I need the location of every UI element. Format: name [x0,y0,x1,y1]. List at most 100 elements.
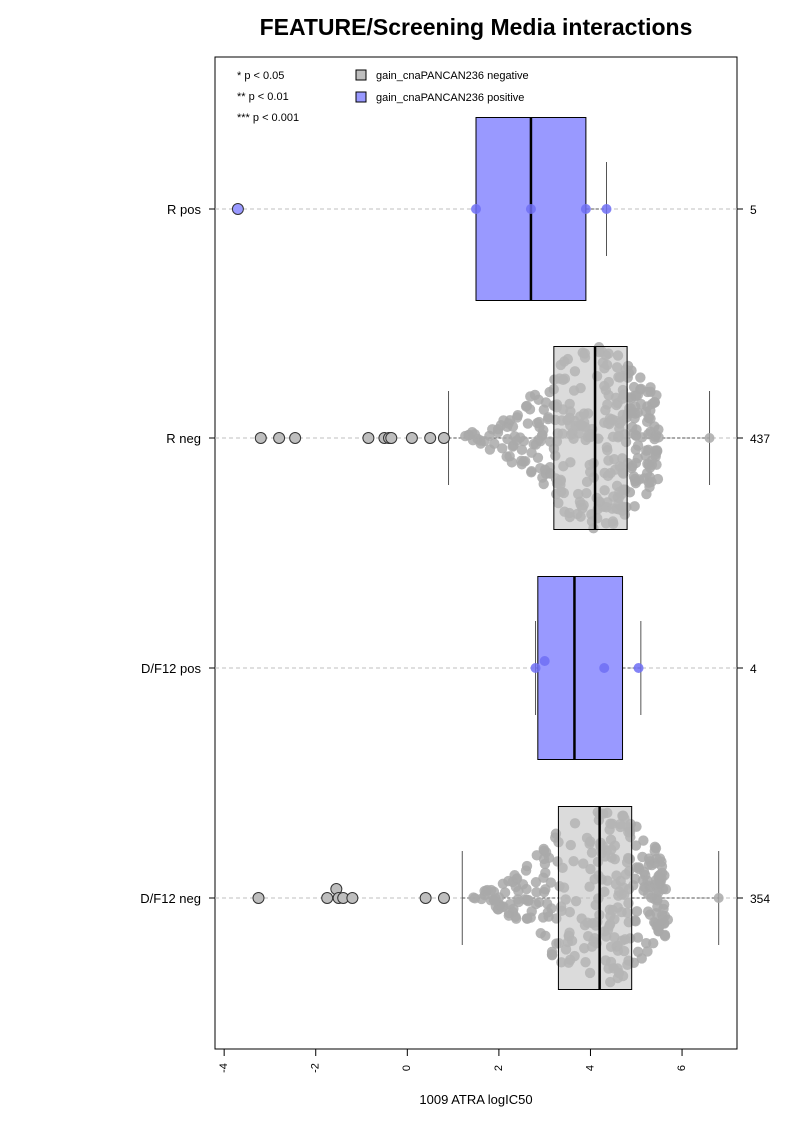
outlier-point [346,892,359,904]
data-point [635,384,646,395]
data-point [651,921,662,932]
data-point [511,412,523,423]
data-point [525,391,536,402]
data-point [580,204,591,214]
data-point [599,663,610,673]
x-tick-label: 0 [401,1065,413,1071]
data-point [659,929,671,941]
data-point [629,915,641,926]
x-axis-label: 1009 ATRA logIC50 [419,1092,533,1107]
data-point [516,444,528,456]
data-point [531,850,543,861]
data-point [643,859,655,870]
data-point [542,907,554,918]
x-tick-label: 2 [493,1065,505,1071]
data-point [643,477,655,488]
data-point [631,906,643,917]
data-point [540,884,551,895]
data-point [641,416,653,428]
data-point [649,396,660,408]
data-point [640,450,651,461]
outlier-point [437,892,450,904]
x-tick-label: 6 [676,1065,688,1071]
data-point [531,887,542,898]
data-point [627,421,638,433]
data-point [545,468,556,479]
outlier-point [252,892,265,904]
data-point [641,468,653,479]
data-point [535,928,546,939]
data-point [481,884,493,896]
outlier-point [424,432,437,444]
data-point [541,898,553,909]
data-point [656,910,668,921]
outlier-point [231,203,244,215]
data-point [639,869,651,881]
legend-swatch [355,91,367,103]
data-point [525,204,536,214]
data-point [522,418,534,429]
data-point [524,404,536,415]
data-point [641,488,652,500]
data-point [512,894,523,905]
data-point [504,898,516,910]
legend-swatch [355,69,367,81]
y-tick-label: D/F12 neg [140,891,201,906]
data-point [632,932,644,943]
n-count-label: 354 [750,892,770,906]
data-point [635,398,647,410]
data-point [533,416,545,428]
data-point [649,433,660,445]
outlier-point [362,432,375,444]
data-point [538,843,549,855]
x-tick-label: -2 [310,1063,322,1073]
y-tick-label: R neg [166,431,201,446]
data-point [503,910,515,921]
data-point [645,386,656,397]
data-point [535,435,546,447]
data-point [511,873,523,884]
data-point [497,901,508,913]
n-count-label: 4 [750,662,757,676]
data-point [654,869,666,881]
data-point [633,663,644,673]
data-point [646,459,658,470]
significance-legend-item: * p < 0.05 [237,70,284,82]
data-point [648,938,659,949]
data-point [526,467,537,478]
x-tick-label: 4 [584,1065,596,1071]
outlier-point [254,432,267,444]
significance-legend-item: ** p < 0.01 [237,91,289,103]
data-point [645,405,656,416]
data-point [520,455,531,467]
chart-title: FEATURE/Screening Media interactions [259,14,693,40]
data-point [651,445,663,456]
outlier-point [273,432,286,444]
legend-label: gain_cnaPANCAN236 positive [376,92,524,104]
data-point [630,430,642,442]
data-point [530,877,542,888]
outlier-point [321,892,334,904]
data-point [507,421,519,432]
box-iqr [553,346,628,530]
legend-label: gain_cnaPANCAN236 negative [376,70,529,82]
data-point [630,477,641,489]
data-point [497,878,509,889]
data-point [649,841,661,852]
data-point [704,433,715,443]
data-point [654,853,666,864]
data-point [652,473,664,485]
data-point [546,946,558,957]
data-point [469,893,481,904]
data-point [629,501,640,512]
data-point [508,440,519,451]
data-point [601,204,612,214]
data-point [642,946,653,957]
data-point [627,407,639,418]
data-point [475,438,486,449]
data-point [537,472,548,483]
data-point [489,438,500,449]
data-point [495,419,507,431]
data-point [542,413,554,425]
data-point [540,867,551,879]
